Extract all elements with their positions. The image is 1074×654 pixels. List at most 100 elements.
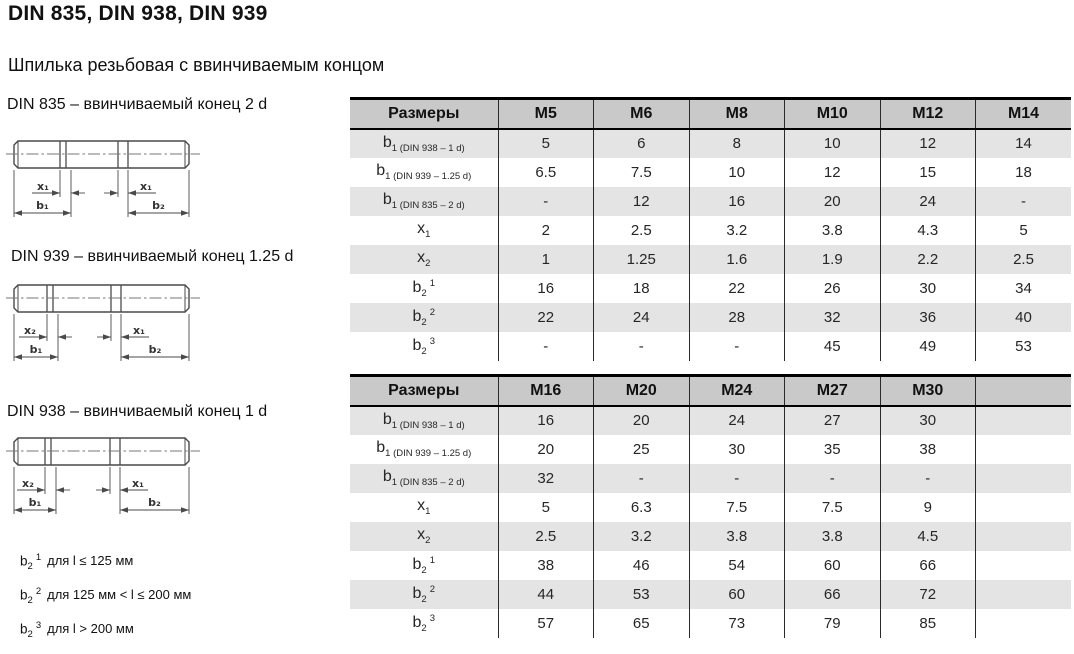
value-cell: 46 [593, 550, 689, 580]
footnote-b2-3: b23 для l > 200 мм [20, 620, 191, 654]
stud-body-outline [13, 284, 190, 313]
value-cell: - [593, 463, 689, 493]
table-row: b21 16 18 22 26 30 34 [350, 273, 1071, 303]
page-title: DIN 835, DIN 938, DIN 939 [8, 2, 268, 25]
column-header-m24: M24 [688, 374, 785, 407]
value-cell: 12 [593, 186, 689, 216]
table-row: b1 (DIN 939 – 1.25 d) 20 25 30 35 38 [350, 434, 1071, 464]
column-header-m5: M5 [497, 97, 594, 130]
table-row: b22 44 53 60 66 72 [350, 579, 1071, 609]
value-cell: 8 [688, 128, 785, 158]
value-cell [975, 608, 1071, 638]
footnote-sup: 1 [35, 552, 42, 563]
dim-label-x-right: x₁ [140, 180, 152, 193]
column-header-m16: M16 [497, 374, 594, 407]
stud-body-outline [13, 437, 190, 466]
value-cell: 12 [784, 157, 880, 187]
value-cell: - [688, 463, 785, 493]
row-label: b21 [412, 277, 436, 299]
value-cell: 20 [593, 405, 689, 435]
footnote-text: для l > 200 мм [47, 621, 134, 637]
value-cell: 22 [688, 273, 785, 303]
table-row: b23 57 65 73 79 85 [350, 608, 1071, 638]
row-label: x1 [417, 497, 431, 517]
value-cell: 30 [688, 434, 785, 464]
value-cell: 3.2 [688, 215, 785, 245]
value-cell: 9 [879, 492, 976, 522]
footnote-text: для l ≤ 125 мм [47, 553, 134, 569]
value-cell: - [497, 186, 594, 216]
dim-label-x-left: x₂ [24, 324, 36, 337]
value-cell: 36 [879, 302, 976, 332]
value-cell: 44 [497, 579, 594, 609]
dim-label-b2: b₂ [152, 199, 165, 212]
value-cell: 2.5 [975, 244, 1071, 274]
value-cell: 24 [688, 405, 785, 435]
row-label: b23 [412, 335, 436, 357]
row-label: b23 [412, 612, 436, 634]
row-label: b21 [412, 554, 436, 576]
value-cell: 38 [497, 550, 594, 580]
stud-svg: x₂ x₁ b₁ b₂ [6, 284, 200, 361]
dim-label-x-left: x₂ [22, 477, 34, 490]
value-cell: 22 [497, 302, 594, 332]
value-cell: 53 [593, 579, 689, 609]
value-cell: 65 [593, 608, 689, 638]
stud-drawing-din835: x₁ x₁ b₁ b₂ [4, 126, 204, 227]
row-label: b1 (DIN 939 – 1.25 d) [376, 439, 472, 459]
value-cell: 2.5 [593, 215, 689, 245]
value-cell: 2 [497, 215, 594, 245]
table-row: b1 (DIN 835 – 2 d) -12 16 20 24- [350, 186, 1071, 216]
value-cell: 3.8 [784, 521, 880, 551]
column-header-m10: M10 [784, 97, 880, 130]
value-cell: 2.5 [497, 521, 594, 551]
dimensions-table-m5-m14: Размеры M5 M6 M8 M10 M12 M14 b1 (DIN 938 – 1 d… [350, 97, 1071, 361]
value-cell [975, 579, 1071, 609]
value-cell: 6.5 [497, 157, 594, 187]
value-cell: 4.3 [879, 215, 976, 245]
table-row: b1 (DIN 939 – 1.25 d) 6.5 7.5 10 12 15 18 [350, 157, 1071, 187]
row-label: b22 [350, 302, 498, 332]
value-cell: 20 [784, 186, 880, 216]
tables-region: Размеры M5 M6 M8 M10 M12 M14 b1 (DIN 938 – 1 d… [350, 0, 1071, 643]
value-cell: - [593, 331, 689, 361]
value-cell: 30 [879, 405, 976, 435]
column-header-empty [975, 374, 1071, 407]
table-row: b1 (DIN 938 – 1 d) 5 6 8 10 12 14 [350, 128, 1071, 158]
dim-label-b2: b₂ [148, 496, 161, 509]
row-label: b1 (DIN 835 – 2 d) [350, 186, 498, 216]
stud-svg: x₂ x₁ b₁ b₂ [6, 437, 200, 514]
value-cell: 79 [784, 608, 880, 638]
value-cell [975, 521, 1071, 551]
value-cell [975, 405, 1071, 435]
row-label: x2 [350, 244, 498, 274]
value-cell: - [879, 463, 976, 493]
value-cell: 1.9 [784, 244, 880, 274]
value-cell: 6.3 [593, 492, 689, 522]
value-cell: 35 [784, 434, 880, 464]
value-cell: 53 [975, 331, 1071, 361]
column-header-m6: M6 [593, 97, 689, 130]
table-row: b1 (DIN 835 – 2 d) 32- - - - [350, 463, 1071, 493]
footnote-text: для 125 мм < l ≤ 200 мм [47, 587, 192, 603]
value-cell: - [975, 186, 1071, 216]
drawing-caption-din835: DIN 835 – ввинчиваемый конец 2 d [7, 96, 268, 113]
table-row: x1 2 2.5 3.2 3.8 4.3 5 [350, 215, 1071, 245]
value-cell: 5 [975, 215, 1071, 245]
table-corner-header: Размеры [350, 374, 498, 407]
table-row: x2 2.5 3.2 3.8 3.8 4.5 [350, 521, 1071, 551]
value-cell: 32 [784, 302, 880, 332]
value-cell: - [784, 463, 880, 493]
value-cell [975, 550, 1071, 580]
value-cell [975, 463, 1071, 493]
value-cell: 3.8 [688, 521, 785, 551]
value-cell: 3.8 [784, 215, 880, 245]
dim-label-b2: b₂ [149, 343, 162, 356]
value-cell: 24 [593, 302, 689, 332]
row-label: b1 (DIN 938 – 1 d) [350, 128, 498, 158]
value-cell: 40 [975, 302, 1071, 332]
value-cell: 28 [688, 302, 785, 332]
value-cell: 1.25 [593, 244, 689, 274]
value-cell: 66 [784, 579, 880, 609]
dimensions-table-m16-m30: Размеры M16 M20 M24 M27 M30 b1 (DIN 938 – 1 d… [350, 374, 1071, 638]
